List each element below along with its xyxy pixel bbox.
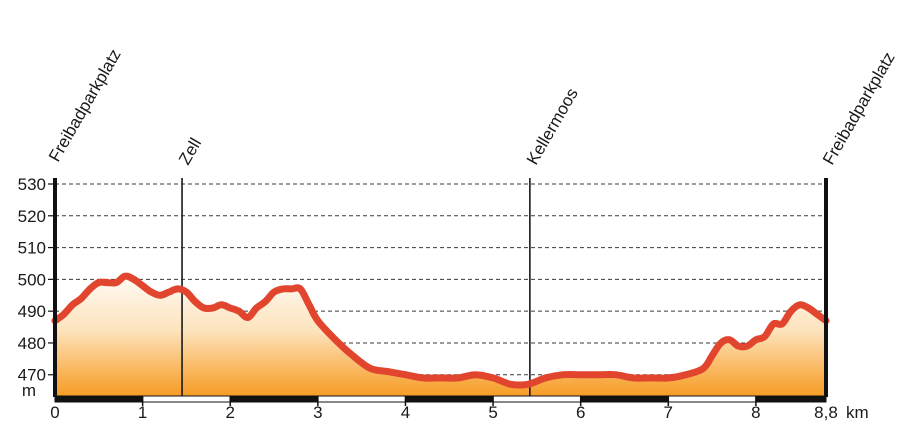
y-tick-label: 490 <box>18 302 46 321</box>
scale-segment <box>667 395 757 403</box>
x-tick-label: 2 <box>225 403 234 422</box>
x-axis-ticks: 0 1 2 3 4 5 6 7 8 8,8 <box>50 396 838 422</box>
x-tick-label: 6 <box>576 403 585 422</box>
x-tick-label: 5 <box>488 403 497 422</box>
waypoint-label: Freibadparkplatz <box>819 49 899 168</box>
y-unit-label: m <box>22 381 36 400</box>
scale-segment <box>142 395 231 403</box>
y-tick-label: 470 <box>18 366 46 385</box>
x-tick-label: 8,8 <box>814 403 838 422</box>
scale-segment <box>492 395 582 403</box>
y-tick-label: 530 <box>18 175 46 194</box>
x-tick-label: 8 <box>751 403 760 422</box>
x-tick-label: 1 <box>138 403 147 422</box>
x-unit-label: km <box>846 403 869 422</box>
x-tick-label: 4 <box>401 403 410 422</box>
scale-segment <box>229 395 319 403</box>
waypoint-label: Zell <box>175 135 205 168</box>
y-tick-label: 520 <box>18 207 46 226</box>
elevation-area <box>55 276 826 397</box>
y-axis-ticks: 470 480 490 500 510 520 530 <box>18 175 55 385</box>
scale-segment <box>404 395 494 403</box>
x-tick-label: 0 <box>50 403 59 422</box>
y-tick-label: 510 <box>18 239 46 258</box>
elevation-line <box>51 272 830 389</box>
waypoint-label: Freibadparkplatz <box>45 46 125 165</box>
y-tick-label: 480 <box>18 334 46 353</box>
waypoint-labels: Freibadparkplatz Zell Kellermoos Freibadpar… <box>45 46 899 168</box>
scale-segment <box>54 395 144 403</box>
x-tick-label: 3 <box>313 403 322 422</box>
x-tick-label: 7 <box>664 403 673 422</box>
waypoint-label: Kellermoos <box>523 85 582 168</box>
scale-segment <box>317 395 406 403</box>
scale-segment <box>755 395 827 403</box>
scale-segment <box>580 395 669 403</box>
y-tick-label: 500 <box>18 270 46 289</box>
